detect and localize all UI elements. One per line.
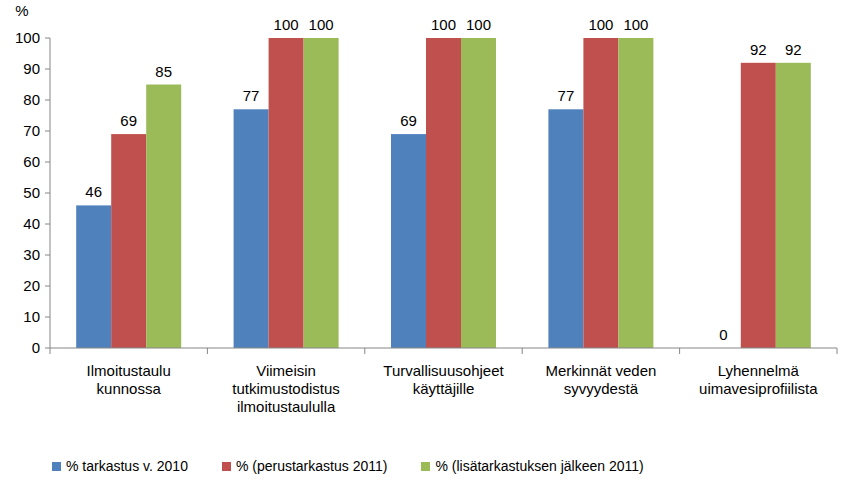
bar: [76, 205, 111, 348]
data-label: 69: [400, 112, 417, 129]
y-tick-label: 40: [23, 215, 40, 232]
y-tick-label: 50: [23, 184, 40, 201]
y-tick-label: 80: [23, 91, 40, 108]
bar: [548, 109, 583, 348]
y-tick-label: 30: [23, 246, 40, 263]
y-axis-label: %: [15, 2, 28, 19]
category-label: Turvallisuusohjeet käyttäjille: [369, 362, 519, 398]
data-label: 100: [466, 16, 491, 33]
x-tick: [364, 348, 365, 354]
bars: [76, 38, 811, 348]
bar: [461, 38, 496, 348]
data-label: 100: [309, 16, 334, 33]
bar: [583, 38, 618, 348]
legend-item: % (perustarkastus 2011): [222, 458, 387, 474]
bar: [269, 38, 304, 348]
bar: [234, 109, 269, 348]
legend-label: % (lisätarkastuksen jälkeen 2011): [435, 458, 643, 474]
y-tick: [45, 286, 50, 287]
data-label: 46: [85, 183, 102, 200]
category-label: Lyhennelmä uimavesiprofiilista: [683, 362, 833, 398]
x-tick: [207, 348, 208, 354]
bar: [111, 134, 146, 348]
legend-swatch: [222, 462, 231, 471]
category-label: Viimeisin tutkimustodistus ilmoitustaulu…: [211, 362, 361, 416]
bar: [391, 134, 426, 348]
x-axis: [50, 348, 837, 349]
y-tick: [45, 100, 50, 101]
data-labels: 46 77 69 77 0 69 100 100 100 92 85 100 100 100 92: [85, 16, 801, 343]
bar: [618, 38, 653, 348]
y-tick: [45, 193, 50, 194]
data-label: 77: [243, 87, 260, 104]
y-tick-label: 10: [23, 308, 40, 325]
data-label: 0: [719, 326, 727, 343]
bar: [146, 85, 181, 349]
data-label: 92: [750, 41, 767, 58]
data-label: 100: [588, 16, 613, 33]
x-tick: [679, 348, 680, 354]
bar: [741, 63, 776, 348]
data-label: 100: [623, 16, 648, 33]
data-label: 69: [120, 112, 137, 129]
y-tick: [45, 255, 50, 256]
y-tick: [45, 131, 50, 132]
x-tick: [50, 348, 51, 354]
y-tick: [45, 38, 50, 39]
y-tick-label: 70: [23, 122, 40, 139]
legend-label: % tarkastus v. 2010: [66, 458, 188, 474]
x-tick: [522, 348, 523, 354]
y-tick: [45, 317, 50, 318]
y-tick-label: 0: [32, 339, 40, 356]
bar: [426, 38, 461, 348]
y-tick-label: 60: [23, 153, 40, 170]
x-tick: [837, 348, 838, 354]
legend-item: % tarkastus v. 2010: [52, 458, 188, 474]
data-label: 92: [785, 41, 802, 58]
y-tick-label: 100: [15, 29, 40, 46]
y-tick: [45, 69, 50, 70]
y-tick-label: 20: [23, 277, 40, 294]
y-tick-label: 90: [23, 60, 40, 77]
y-tick: [45, 162, 50, 163]
data-label: 100: [431, 16, 456, 33]
legend-item: % (lisätarkastuksen jälkeen 2011): [421, 458, 643, 474]
data-label: 77: [558, 87, 575, 104]
bar: [776, 63, 811, 348]
legend: % tarkastus v. 2010 % (perustarkastus 201…: [52, 458, 678, 474]
chart: 46 77 69 77 0 69 100 100 100 92 85 100 100 100 92 0 10 20…: [0, 0, 850, 479]
category-label: Merkinnät veden syvyydestä: [526, 362, 676, 398]
legend-label: % (perustarkastus 2011): [236, 458, 387, 474]
legend-swatch: [52, 462, 61, 471]
data-label: 85: [155, 63, 172, 80]
category-label: Ilmoitustaulu kunnossa: [54, 362, 204, 398]
bar: [304, 38, 339, 348]
y-tick: [45, 224, 50, 225]
legend-swatch: [421, 462, 430, 471]
data-label: 100: [274, 16, 299, 33]
y-tick: [45, 348, 50, 349]
